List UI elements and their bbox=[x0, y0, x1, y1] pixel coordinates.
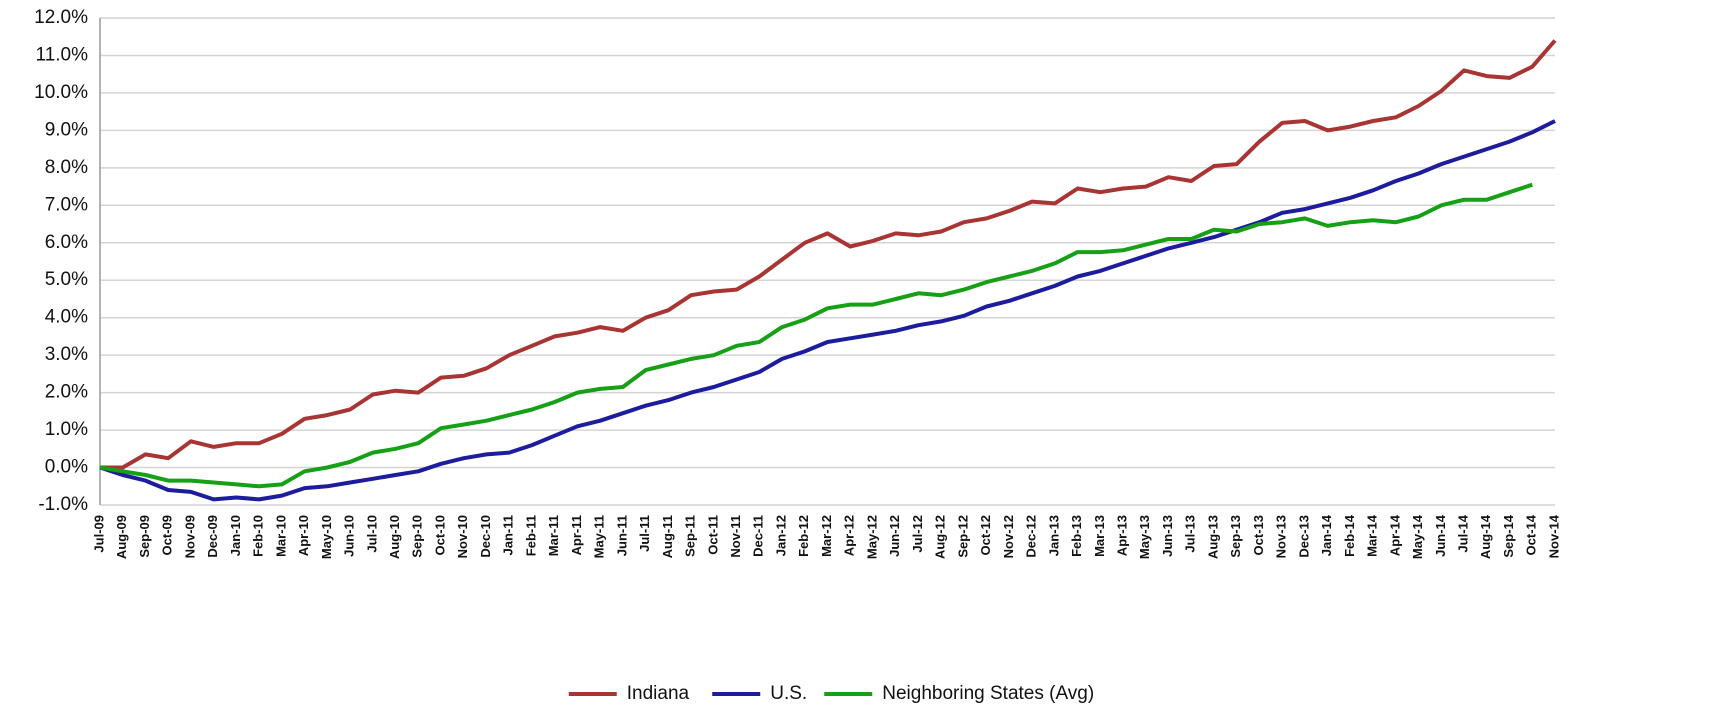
x-tick-label: Sep-12 bbox=[955, 515, 970, 558]
x-tick-label: Oct-11 bbox=[705, 515, 720, 555]
x-tick-label: Feb-11 bbox=[523, 515, 538, 556]
x-tick-label: May-11 bbox=[592, 515, 607, 558]
x-tick-label: Oct-09 bbox=[160, 515, 175, 555]
x-tick-label: Oct-13 bbox=[1251, 515, 1266, 555]
x-tick-label: Nov-10 bbox=[455, 515, 470, 558]
x-tick-label: Jul-11 bbox=[637, 515, 652, 552]
y-tick-label: 8.0% bbox=[45, 157, 88, 178]
x-tick-label: Mar-14 bbox=[1365, 514, 1380, 557]
x-tick-label: May-12 bbox=[864, 515, 879, 559]
y-tick-label: 7.0% bbox=[45, 194, 88, 215]
x-tick-label: Sep-14 bbox=[1501, 514, 1516, 557]
series-line bbox=[99, 119, 1556, 502]
y-tick-label: 11.0% bbox=[36, 44, 89, 65]
x-tick-label: Sep-09 bbox=[137, 515, 152, 558]
x-tick-label: Aug-12 bbox=[933, 515, 948, 559]
x-tick-label: Jun-14 bbox=[1433, 514, 1448, 557]
x-tick-label: Oct-12 bbox=[978, 515, 993, 555]
x-tick-label: Mar-11 bbox=[546, 515, 561, 556]
x-tick-label: Jun-10 bbox=[342, 515, 357, 557]
x-tick-label: Nov-09 bbox=[182, 515, 197, 558]
x-tick-label: Apr-11 bbox=[569, 515, 584, 555]
y-tick-label: 12.0% bbox=[34, 7, 88, 28]
x-tick-label: Jul-09 bbox=[91, 515, 106, 553]
y-tick-label: 3.0% bbox=[45, 344, 88, 365]
x-tick-label: Aug-09 bbox=[114, 515, 129, 559]
x-tick-label: Feb-13 bbox=[1069, 515, 1084, 557]
x-tick-label: Nov-14 bbox=[1546, 514, 1561, 558]
x-tick-label: Aug-10 bbox=[387, 515, 402, 559]
x-tick-label: Jun-12 bbox=[887, 515, 902, 557]
x-tick-label: Dec-10 bbox=[478, 515, 493, 558]
x-tick-label: Dec-11 bbox=[751, 515, 766, 557]
x-tick-label: Aug-11 bbox=[660, 515, 675, 558]
x-tick-label: Jan-13 bbox=[1046, 515, 1061, 556]
x-tick-label: Aug-13 bbox=[1205, 515, 1220, 559]
y-tick-label: 0.0% bbox=[45, 457, 88, 478]
y-tick-label: 5.0% bbox=[45, 269, 88, 290]
x-tick-label: Jan-14 bbox=[1319, 514, 1334, 556]
legend-label: Neighboring States (Avg) bbox=[882, 683, 1094, 704]
x-tick-label: Sep-11 bbox=[683, 515, 698, 557]
x-tick-label: Aug-14 bbox=[1478, 514, 1493, 559]
x-tick-label: Mar-13 bbox=[1092, 515, 1107, 557]
x-tick-label: Mar-12 bbox=[819, 515, 834, 557]
x-tick-label: Dec-09 bbox=[205, 515, 220, 558]
x-tick-label: Apr-13 bbox=[1114, 515, 1129, 556]
x-tick-label: Jan-11 bbox=[501, 515, 516, 555]
y-tick-label: 6.0% bbox=[45, 232, 88, 253]
y-tick-label: 2.0% bbox=[45, 382, 88, 403]
y-tick-label: 1.0% bbox=[45, 419, 88, 440]
y-tick-label: -1.0% bbox=[38, 494, 88, 515]
x-tick-label: Nov-11 bbox=[728, 515, 743, 558]
x-tick-label: Jul-10 bbox=[364, 515, 379, 553]
y-tick-label: 10.0% bbox=[34, 82, 88, 103]
x-tick-label: Sep-10 bbox=[410, 515, 425, 558]
x-tick-label: Feb-14 bbox=[1342, 514, 1357, 557]
x-tick-label: Apr-10 bbox=[296, 515, 311, 556]
x-tick-label: May-13 bbox=[1137, 515, 1152, 559]
x-tick-label: Apr-14 bbox=[1387, 514, 1402, 556]
x-tick-label: Feb-12 bbox=[796, 515, 811, 557]
x-tick-label: Oct-14 bbox=[1524, 514, 1539, 555]
x-tick-label: Nov-13 bbox=[1274, 515, 1289, 558]
series-line bbox=[99, 182, 1533, 489]
x-tick-label: Jun-13 bbox=[1160, 515, 1175, 557]
y-tick-label: 4.0% bbox=[45, 307, 88, 328]
x-tick-label: Jun-11 bbox=[614, 515, 629, 556]
x-tick-label: Nov-12 bbox=[1001, 515, 1016, 558]
x-tick-label: Mar-10 bbox=[273, 515, 288, 557]
x-tick-label: Apr-12 bbox=[842, 515, 857, 556]
x-tick-label: May-10 bbox=[319, 515, 334, 559]
x-tick-label: Jul-13 bbox=[1183, 515, 1198, 553]
x-tick-label: Jul-12 bbox=[910, 515, 925, 553]
x-tick-label: May-14 bbox=[1410, 514, 1425, 559]
x-tick-label: Oct-10 bbox=[432, 515, 447, 555]
x-tick-label: Jan-12 bbox=[773, 515, 788, 556]
x-tick-label: Dec-12 bbox=[1024, 515, 1039, 558]
legend-label: Indiana bbox=[627, 683, 690, 704]
x-tick-label: Jul-14 bbox=[1456, 514, 1471, 552]
x-tick-label: Feb-10 bbox=[251, 515, 266, 557]
y-tick-label: 9.0% bbox=[45, 119, 88, 140]
legend-label: U.S. bbox=[770, 683, 807, 704]
x-tick-label: Sep-13 bbox=[1228, 515, 1243, 558]
x-tick-label: Dec-13 bbox=[1296, 515, 1311, 558]
x-tick-label: Jan-10 bbox=[228, 515, 243, 556]
series-line bbox=[100, 39, 1557, 470]
